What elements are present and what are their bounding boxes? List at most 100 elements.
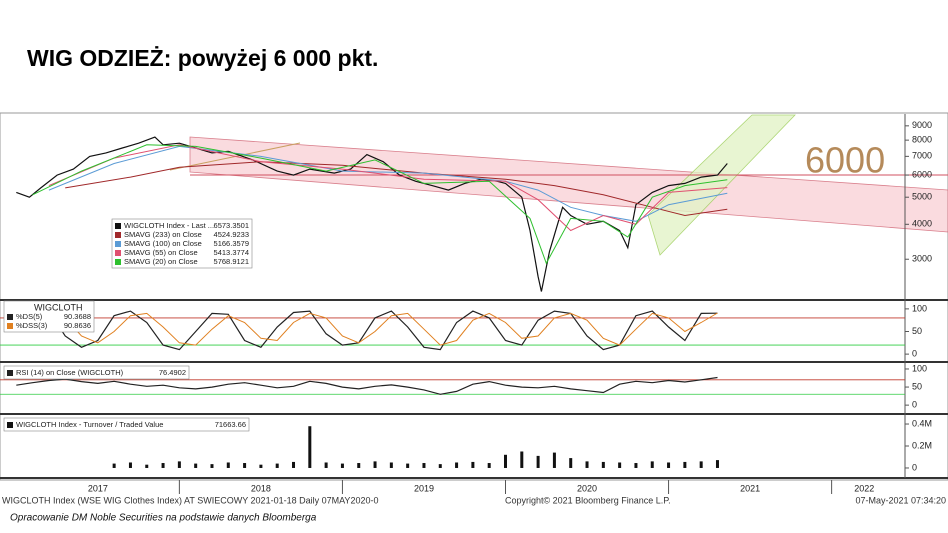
y-tick-label: 50 — [912, 326, 922, 336]
legend-swatch — [115, 241, 121, 247]
bar — [357, 463, 361, 468]
bar — [194, 463, 198, 468]
legend-label: SMAVG (233) on Close — [124, 230, 202, 239]
bar — [715, 460, 719, 468]
bar — [324, 462, 328, 468]
bar — [292, 461, 296, 468]
footer-left: WIGCLOTH Index (WSE WIG Clothes Index) A… — [2, 495, 378, 505]
x-tick-label: 2017 — [88, 483, 108, 493]
legend-swatch — [7, 323, 13, 329]
bar — [422, 463, 426, 468]
y-tick-label: 5000 — [912, 192, 932, 202]
y-tick-label: 0 — [912, 400, 917, 410]
y-tick-label: 0 — [912, 348, 917, 358]
legend-label: SMAVG (100) on Close — [124, 239, 202, 248]
legend-value: 5768.9121 — [214, 257, 249, 266]
legend-box — [3, 365, 190, 380]
legend-box — [3, 300, 95, 333]
bar — [406, 463, 410, 468]
y-tick-label: 8000 — [912, 135, 932, 145]
legend-swatch — [7, 370, 13, 376]
bar — [683, 461, 687, 468]
bar — [487, 463, 491, 468]
series-line — [15, 310, 718, 351]
footer-right: 07-May-2021 07:34:20 — [855, 495, 946, 505]
bar — [145, 464, 149, 468]
bar — [161, 463, 165, 468]
legend-swatch — [115, 223, 121, 229]
legend-swatch — [7, 314, 13, 320]
bar — [438, 464, 442, 468]
legend-swatch — [7, 422, 13, 428]
y-tick-label: 50 — [912, 381, 922, 391]
legend-title: WIGCLOTH — [34, 302, 83, 312]
x-tick-label: 2018 — [251, 483, 271, 493]
legend-value: 5166.3579 — [214, 239, 249, 248]
series-line — [65, 161, 728, 217]
legend-label: WIGCLOTH Index - Turnover / Traded Value — [16, 420, 163, 429]
bar — [699, 461, 703, 468]
bar — [569, 458, 573, 468]
bar — [389, 462, 393, 468]
up-channel — [647, 114, 796, 256]
y-tick-label: 100 — [912, 363, 927, 373]
series-line — [16, 376, 718, 395]
bar — [373, 461, 377, 468]
bar — [177, 461, 181, 468]
bar — [471, 461, 475, 468]
legend-label: WIGCLOTH Index - Last ... — [124, 221, 214, 230]
bar — [259, 464, 263, 468]
x-tick-label: 2022 — [854, 483, 874, 493]
legend-value: 90.3688 — [64, 312, 91, 321]
y-tick-label: 9000 — [912, 120, 932, 130]
series-line — [32, 144, 728, 265]
legend-value: 5413.3774 — [214, 248, 249, 257]
y-tick-label: 0.2M — [912, 440, 932, 450]
bar — [128, 462, 132, 468]
legend-value: 71663.66 — [215, 420, 246, 429]
legend-value: 76.4902 — [159, 368, 186, 377]
legend-label: SMAVG (20) on Close — [124, 257, 198, 266]
level-annotation: 6000 — [805, 140, 885, 181]
bar — [308, 426, 312, 468]
legend-swatch — [115, 232, 121, 238]
y-tick-label: 3000 — [912, 254, 932, 264]
legend-swatch — [115, 250, 121, 256]
x-tick-label: 2020 — [577, 483, 597, 493]
bar — [585, 461, 589, 468]
legend-label: %DS(5) — [16, 312, 43, 321]
bar — [210, 464, 214, 468]
x-tick-label: 2021 — [740, 483, 760, 493]
y-tick-label: 7000 — [912, 151, 932, 161]
bar — [275, 463, 279, 468]
series-line — [16, 312, 718, 346]
legend-box — [3, 417, 250, 432]
bar — [667, 462, 671, 468]
bar — [243, 463, 247, 468]
bar — [520, 451, 524, 468]
legend-label: %DSS(3) — [16, 321, 48, 330]
bar — [455, 462, 459, 468]
bar — [601, 461, 605, 468]
series-line — [16, 136, 728, 292]
y-tick-label: 100 — [912, 303, 927, 313]
bar — [618, 462, 622, 468]
legend-box — [111, 218, 253, 269]
bar — [650, 461, 654, 468]
bar — [552, 452, 556, 468]
y-tick-label: 0 — [912, 462, 917, 472]
caption: Opracowanie DM Noble Securities na podst… — [10, 513, 317, 524]
bar — [112, 463, 116, 468]
legend-swatch — [115, 259, 121, 265]
bar — [340, 463, 344, 468]
bar — [503, 454, 507, 468]
y-tick-label: 4000 — [912, 219, 932, 229]
footer-center: Copyright© 2021 Bloomberg Finance L.P. — [505, 495, 671, 505]
x-tick-label: 2019 — [414, 483, 434, 493]
bar — [226, 462, 230, 468]
legend-value: 4524.9233 — [214, 230, 249, 239]
bar — [634, 463, 638, 468]
bar — [536, 455, 540, 468]
y-tick-label: 6000 — [912, 169, 932, 179]
